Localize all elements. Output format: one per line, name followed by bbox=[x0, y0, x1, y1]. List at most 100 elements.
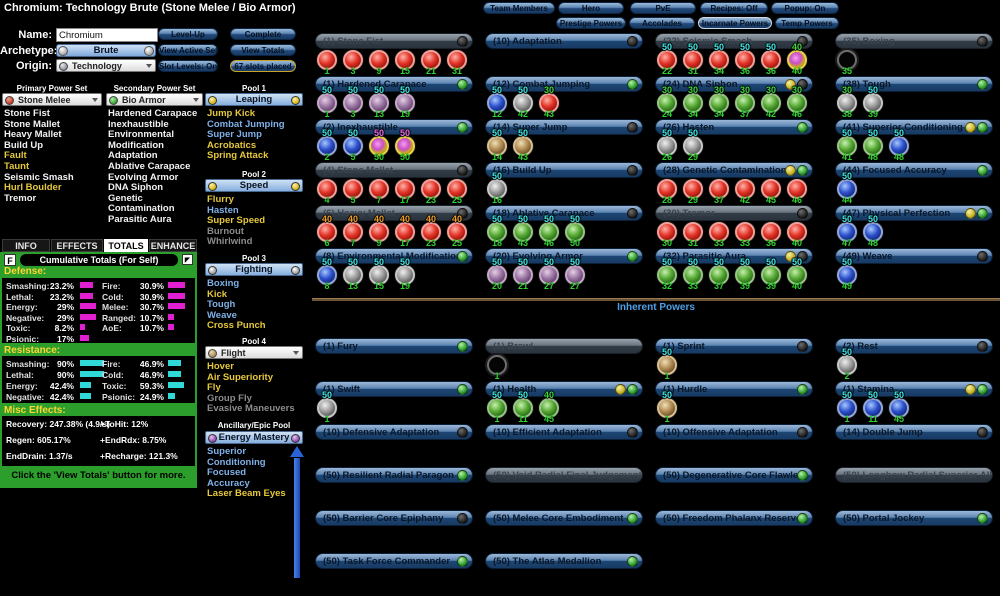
enhancement-slot[interactable]: 30 34 bbox=[683, 85, 705, 119]
enhancement-slot[interactable]: 50 1 bbox=[837, 390, 859, 424]
enhancement-slot[interactable]: 50 13 bbox=[369, 85, 391, 119]
enhancement-slot[interactable]: 30 38 bbox=[837, 85, 859, 119]
enhancement-slot[interactable]: 50 8 bbox=[317, 257, 339, 291]
enhancement-slot[interactable]: 50 1 bbox=[317, 390, 339, 424]
enhancement-slot[interactable]: 29 bbox=[683, 179, 705, 205]
enhancement-slot[interactable]: 50 21 bbox=[513, 257, 535, 291]
power-ablative-carapace[interactable]: (18) Ablative Carapace bbox=[485, 205, 643, 221]
slots-placed-button[interactable]: 67 slots placed bbox=[230, 60, 296, 72]
enhancement-slot[interactable]: 50 42 bbox=[513, 85, 535, 119]
enhancement-slot[interactable]: 31 bbox=[447, 50, 469, 76]
power-efficient-adaptation[interactable]: (10) Efficient Adaptation bbox=[485, 424, 643, 440]
expand-icon[interactable]: ◤ bbox=[182, 254, 193, 265]
tab-totals[interactable]: TOTALS bbox=[104, 239, 148, 252]
enhancement-slot[interactable]: 36 bbox=[761, 222, 783, 248]
enhancement-slot[interactable]: 50 37 bbox=[709, 257, 731, 291]
enhancement-slot[interactable]: 30 43 bbox=[539, 85, 561, 119]
slot-levels-button[interactable]: Slot Levels: On bbox=[158, 60, 218, 72]
power-list-item-air-superiority[interactable]: Air Superiority bbox=[207, 371, 273, 383]
enhancement-slot[interactable]: 7 bbox=[369, 179, 391, 205]
enhancement-slot[interactable]: 50 41 bbox=[837, 128, 859, 162]
enhancement-slot[interactable]: 40 6 bbox=[317, 214, 339, 248]
power-list-item-hurl-boulder[interactable]: Hurl Boulder bbox=[4, 182, 62, 194]
power-list-item-parasitic-aura[interactable]: Parasitic Aura bbox=[108, 213, 172, 225]
enhancement-slot[interactable]: 17 bbox=[395, 179, 417, 205]
enhancement-slot[interactable]: 50 43 bbox=[513, 128, 535, 162]
enhancement-slot[interactable]: 40 17 bbox=[395, 214, 417, 248]
power-list-item-tremor[interactable]: Tremor bbox=[4, 192, 37, 204]
enhancement-slot[interactable]: 50 27 bbox=[565, 257, 587, 291]
power-list-item-adaptation[interactable]: Adaptation bbox=[108, 150, 158, 162]
enhancement-slot[interactable]: 50 48 bbox=[863, 214, 885, 248]
enhancement-slot[interactable]: 50 39 bbox=[863, 85, 885, 119]
power-degenerative-core-flawless-interf[interactable]: (50) Degenerative Core Flawless Interf bbox=[655, 467, 813, 483]
power-genetic-contamination[interactable]: (28) Genetic Contamination bbox=[655, 162, 813, 178]
enhancement-slot[interactable]: 50 12 bbox=[487, 85, 509, 119]
enhancement-slot[interactable]: 50 34 bbox=[709, 42, 731, 76]
scroll-up-icon[interactable] bbox=[290, 446, 304, 457]
topbar-hero-button[interactable]: Hero bbox=[558, 2, 624, 14]
enhancement-slot[interactable]: 50 50 bbox=[565, 214, 587, 248]
power-list-item-whirlwind[interactable]: Whirlwind bbox=[207, 236, 253, 248]
enhancement-slot[interactable]: 50 5 bbox=[343, 128, 365, 162]
enhancement-slot[interactable]: 23 bbox=[421, 179, 443, 205]
power-heavy-mallet[interactable]: (6) Heavy Mallet bbox=[315, 205, 473, 221]
enhancement-slot[interactable]: 50 49 bbox=[837, 257, 859, 291]
f-button[interactable]: F bbox=[4, 254, 16, 266]
tab-effects[interactable]: EFFECTS bbox=[51, 239, 103, 252]
enhancement-slot[interactable]: 50 26 bbox=[657, 128, 679, 162]
pool-dropdown-fighting[interactable]: Fighting bbox=[205, 263, 303, 276]
power-freedom-phalanx-reserve[interactable]: (50) Freedom Phalanx Reserve bbox=[655, 510, 813, 526]
enhancement-slot[interactable]: 15 bbox=[395, 50, 417, 76]
power-dna-siphon[interactable]: (24) DNA Siphon bbox=[655, 76, 813, 92]
power-tough[interactable]: (38) Tough bbox=[835, 76, 993, 92]
power-defensive-adaptation[interactable]: (10) Defensive Adaptation bbox=[315, 424, 473, 440]
topbar-incarnate-powers-button[interactable]: Incarnate Powers bbox=[698, 17, 772, 29]
power-stone-mallet[interactable]: (4) Stone Mallet bbox=[315, 162, 473, 178]
power-list-item-cross-punch[interactable]: Cross Punch bbox=[207, 320, 266, 332]
power-list-item-acrobatics[interactable]: Acrobatics bbox=[207, 139, 257, 151]
archetype-prev-button[interactable] bbox=[58, 46, 68, 56]
topbar-prestige-powers-button[interactable]: Prestige Powers bbox=[556, 17, 626, 29]
power-list-item-stone-fist[interactable]: Stone Fist bbox=[4, 108, 50, 119]
enhancement-slot[interactable]: 40 25 bbox=[447, 214, 469, 248]
power-inexhaustible[interactable]: (2) Inexhaustible bbox=[315, 119, 473, 135]
enhancement-slot[interactable]: 50 43 bbox=[513, 214, 535, 248]
power-list-item-combat-jumping[interactable]: Combat Jumping bbox=[207, 118, 285, 130]
power-list-item-super-speed[interactable]: Super Speed bbox=[207, 215, 266, 227]
enhancement-slot[interactable]: 50 1 bbox=[487, 390, 509, 424]
enhancement-slot[interactable]: 50 36 bbox=[761, 42, 783, 76]
enhancement-slot[interactable]: 50 39 bbox=[761, 257, 783, 291]
tab-enhance[interactable]: ENHANCE bbox=[149, 239, 197, 252]
enhancement-slot[interactable]: 5 bbox=[343, 179, 365, 205]
power-boxing[interactable]: (35) Boxing bbox=[835, 33, 993, 49]
power-swift[interactable]: (1) Swift bbox=[315, 381, 473, 397]
name-input[interactable] bbox=[56, 28, 158, 42]
power-list-item-spring-attack[interactable]: Spring Attack bbox=[207, 150, 269, 162]
enhancement-slot[interactable]: 50 15 bbox=[369, 257, 391, 291]
power-list-item-kick[interactable]: Kick bbox=[207, 288, 228, 300]
enhancement-slot[interactable]: 40 7 bbox=[343, 214, 365, 248]
enhancement-slot[interactable]: 40 9 bbox=[369, 214, 391, 248]
power-list-item-fault[interactable]: Fault bbox=[4, 150, 27, 162]
power-task-force-commander[interactable]: (50) Task Force Commander bbox=[315, 553, 473, 569]
enhancement-slot[interactable]: 50 14 bbox=[487, 128, 509, 162]
enhancement-slot[interactable]: 50 39 bbox=[735, 257, 757, 291]
enhancement-slot[interactable]: 30 34 bbox=[709, 85, 731, 119]
enhancement-slot[interactable]: 28 bbox=[657, 179, 679, 205]
enhancement-slot[interactable]: 50 50 bbox=[369, 128, 391, 162]
power-list-item-heavy-mallet[interactable]: Heavy Mallet bbox=[4, 129, 62, 141]
power-super-jump[interactable]: (14) Super Jump bbox=[485, 119, 643, 135]
enhancement-slot[interactable]: 40 40 bbox=[787, 42, 809, 76]
enhancement-slot[interactable]: 4 bbox=[317, 179, 339, 205]
power-list-item-jump-kick[interactable]: Jump Kick bbox=[207, 108, 256, 119]
archetype-next-button[interactable] bbox=[144, 46, 154, 56]
power-list-item-ablative-carapace[interactable]: Ablative Carapace bbox=[108, 160, 191, 172]
power-void-radial-final-judgement[interactable]: (50) Void Radial Final Judgement bbox=[485, 467, 643, 483]
enhancement-slot[interactable]: 30 42 bbox=[761, 85, 783, 119]
power-list-item-superior-conditioning[interactable]: Superior Conditioning bbox=[207, 446, 266, 468]
enhancement-slot[interactable]: 50 50 bbox=[395, 128, 417, 162]
enhancement-slot[interactable]: 21 bbox=[421, 50, 443, 76]
power-weave[interactable]: (49) Weave bbox=[835, 248, 993, 264]
enhancement-slot[interactable]: 1 bbox=[317, 50, 339, 76]
